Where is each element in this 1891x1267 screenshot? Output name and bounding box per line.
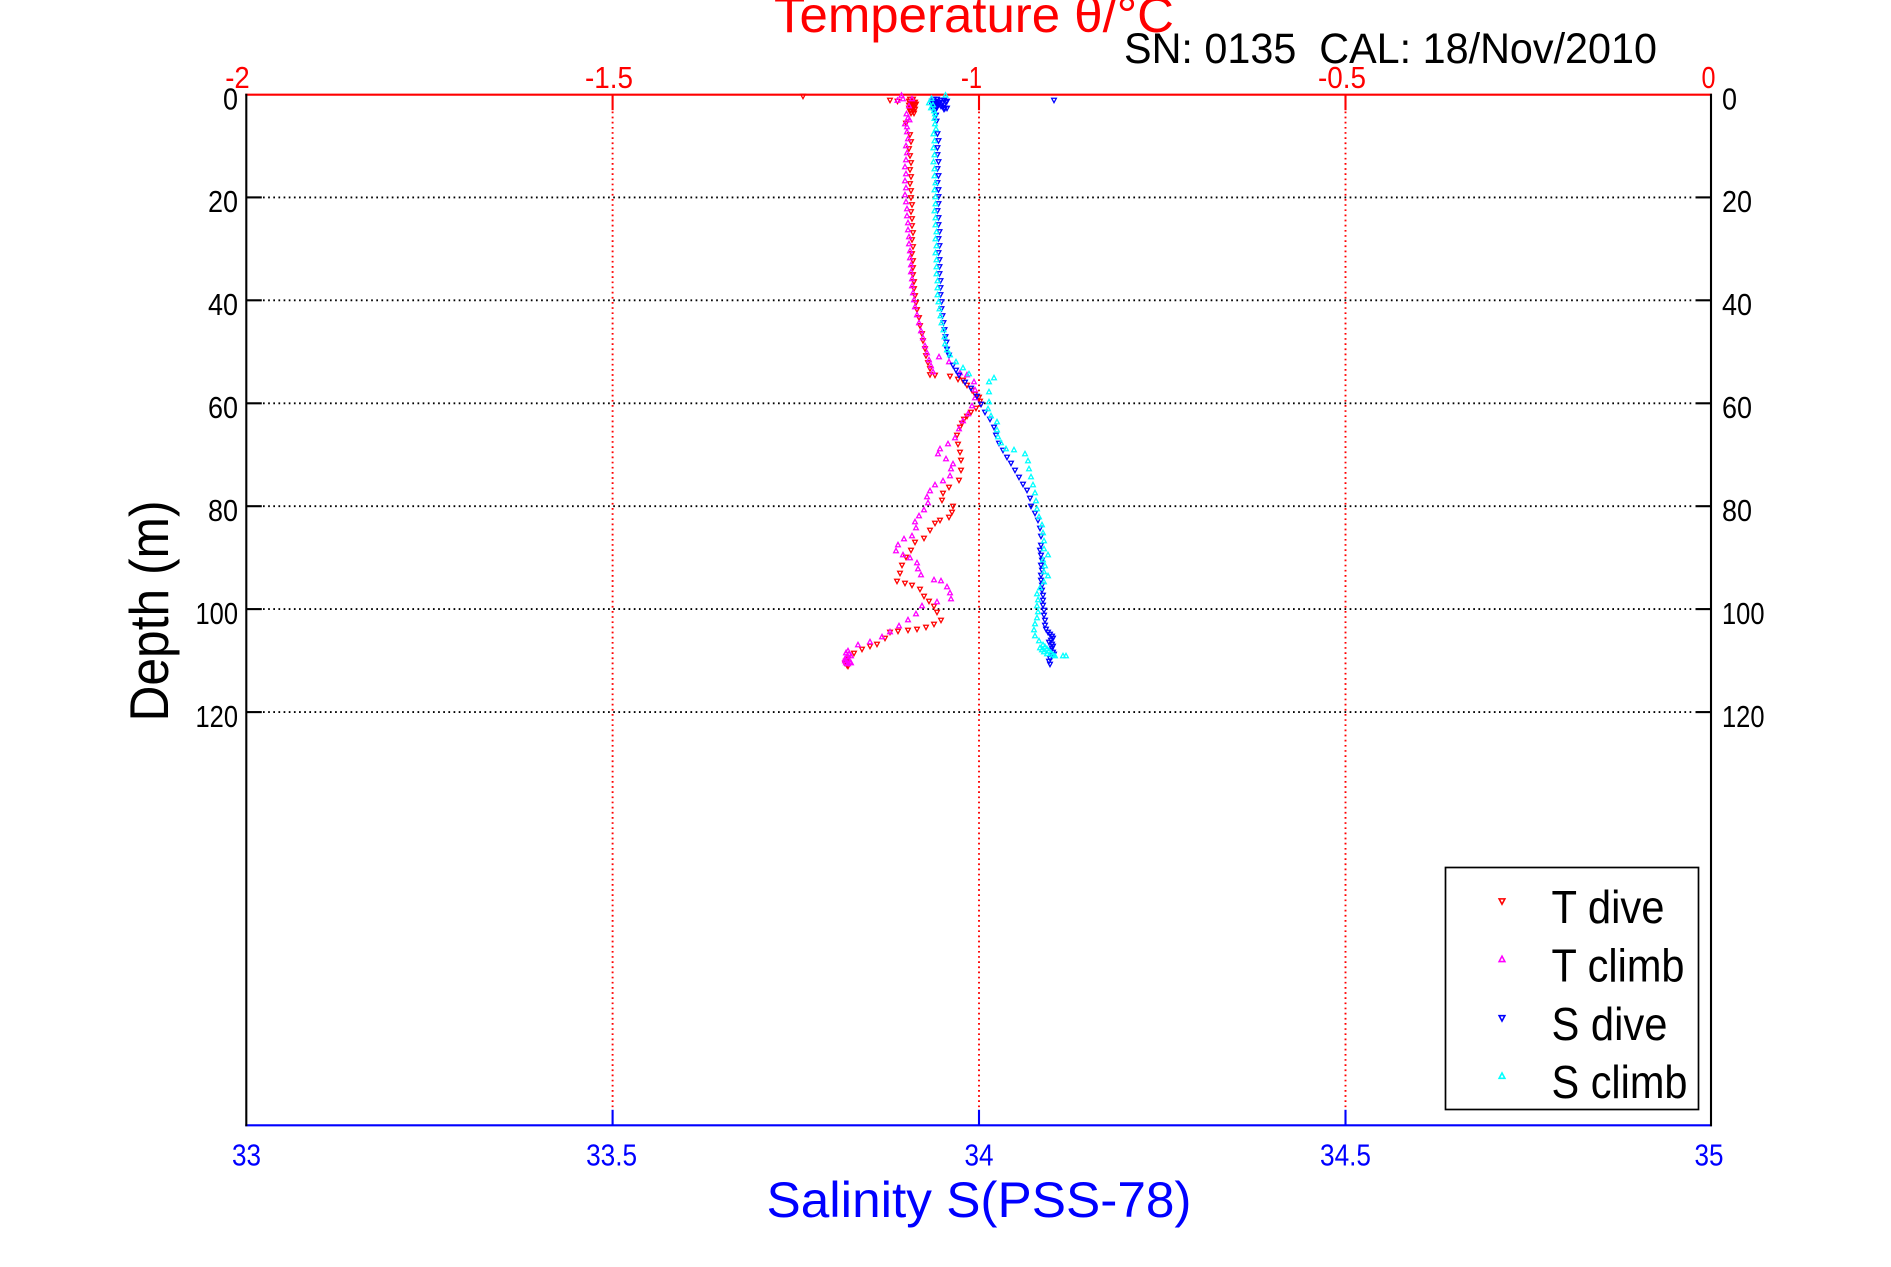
- svg-text:100: 100: [1722, 596, 1765, 631]
- svg-text:S dive: S dive: [1552, 998, 1668, 1050]
- svg-text:60: 60: [208, 390, 238, 425]
- svg-text:-1.5: -1.5: [585, 60, 633, 95]
- svg-text:S climb: S climb: [1552, 1056, 1688, 1108]
- svg-text:-1: -1: [961, 60, 982, 95]
- svg-text:T climb: T climb: [1552, 939, 1685, 991]
- svg-text:120: 120: [196, 699, 239, 734]
- svg-text:Depth (m): Depth (m): [118, 501, 180, 722]
- svg-text:100: 100: [196, 596, 239, 631]
- svg-text:33.5: 33.5: [586, 1138, 637, 1173]
- svg-text:20: 20: [208, 184, 238, 219]
- svg-text:-2: -2: [225, 60, 250, 95]
- svg-text:Salinity S(PSS-78): Salinity S(PSS-78): [767, 1172, 1192, 1228]
- svg-text:34.5: 34.5: [1320, 1138, 1371, 1173]
- svg-text:0: 0: [223, 81, 238, 116]
- svg-text:60: 60: [1722, 390, 1752, 425]
- svg-text:T dive: T dive: [1552, 881, 1665, 933]
- svg-text:SN: 0135 CAL: 18/Nov/2010: SN: 0135 CAL: 18/Nov/2010: [1124, 25, 1657, 73]
- svg-text:0: 0: [1722, 81, 1737, 116]
- svg-text:0: 0: [1702, 60, 1716, 95]
- svg-text:120: 120: [1722, 699, 1765, 734]
- svg-text:80: 80: [208, 493, 238, 528]
- svg-text:Temperature θ/°C: Temperature θ/°C: [774, 0, 1174, 43]
- svg-text:80: 80: [1722, 493, 1752, 528]
- svg-text:35: 35: [1695, 1138, 1724, 1173]
- svg-text:33: 33: [232, 1138, 261, 1173]
- svg-text:20: 20: [1722, 184, 1752, 219]
- svg-text:34: 34: [965, 1138, 994, 1173]
- svg-text:40: 40: [1722, 287, 1752, 322]
- svg-text:40: 40: [208, 287, 238, 322]
- svg-text:-0.5: -0.5: [1318, 60, 1366, 95]
